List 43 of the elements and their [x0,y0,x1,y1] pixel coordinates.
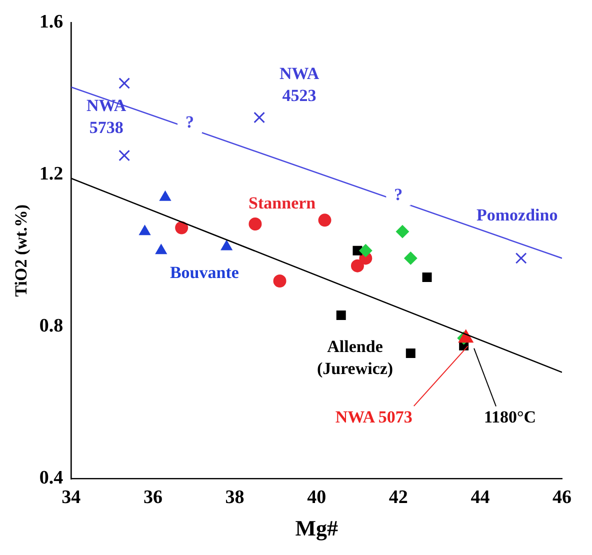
point [118,150,130,162]
text: Pomozdino [476,206,558,225]
point [406,348,416,358]
x-axis-title: Mg# [295,515,338,540]
x-tick-label: 40 [307,487,326,508]
point [220,240,232,250]
y-axis-title: TiO2 (wt.%) [12,204,31,297]
point [396,225,409,238]
series-label: Stannern [248,194,316,213]
point [254,112,266,124]
point [404,252,418,265]
y-tick-label: 0.4 [39,468,64,489]
point [359,244,372,258]
annotation: ? [186,112,194,132]
point [352,246,362,256]
x-tick-label: 42 [388,487,408,508]
text: NWA 5073 [335,407,412,426]
point [155,244,167,254]
point [139,225,150,236]
text: 1180°C [484,408,536,427]
point [515,252,527,264]
series-label: NWA 4523 [279,64,320,105]
point [273,274,286,288]
series-label: Bouvante [170,262,240,282]
point [160,190,171,201]
point [336,310,346,320]
series-label: NWA 5738 [86,96,127,137]
x-tick-label: 34 [62,487,82,508]
point [118,78,130,89]
y-tick-label: 1.2 [39,163,64,184]
point [422,272,432,282]
x-tick-label: 44 [470,487,490,508]
point [175,221,188,234]
series-label: Allende (Jurewicz) [316,336,394,378]
y-tick-label: 1.6 [39,11,64,32]
y-tick-label: 0.8 [39,316,64,337]
point [248,217,262,230]
point [318,214,332,227]
x-tick-label: 36 [143,487,162,508]
annotation: ? [394,184,403,204]
x-tick-label: 38 [225,487,244,508]
point [350,259,364,272]
x-tick-label: 46 [552,487,572,508]
